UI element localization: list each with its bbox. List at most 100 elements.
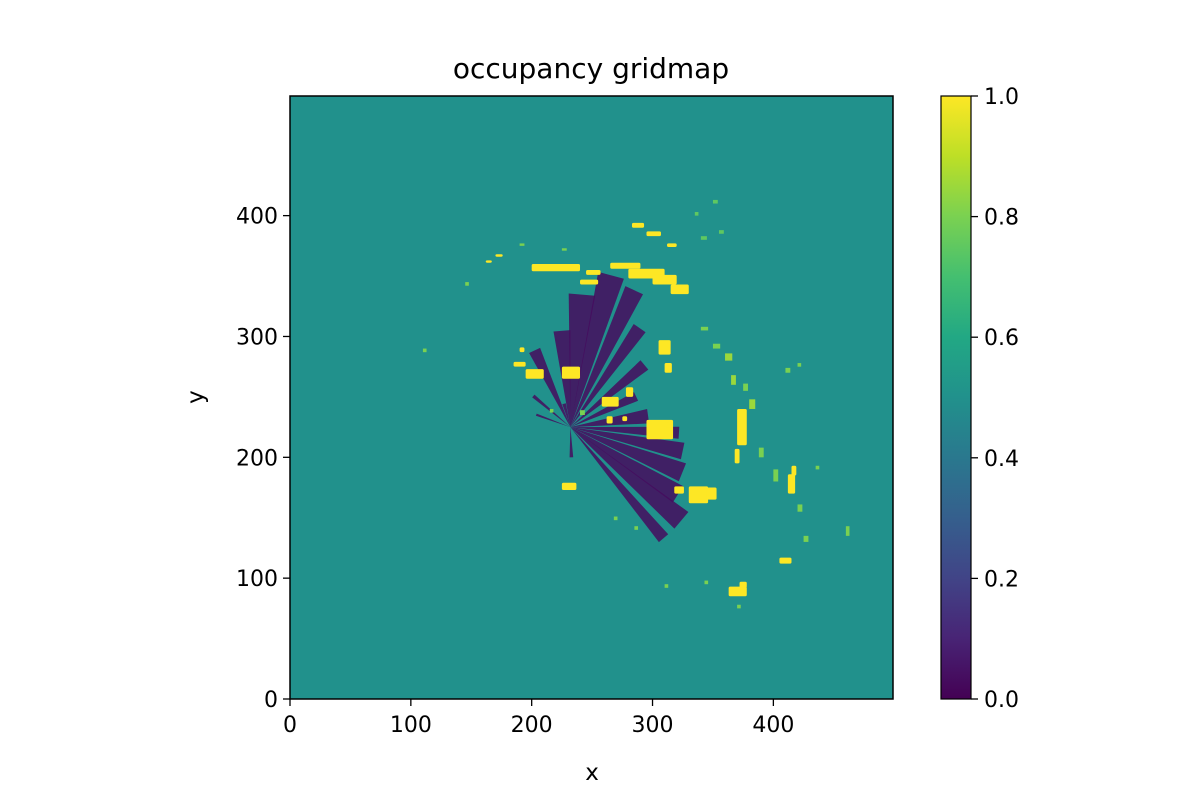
free-space-ray [570, 427, 689, 529]
partial-cell [845, 526, 850, 536]
partial-cell [634, 526, 639, 530]
y-tick-label: 300 [236, 325, 278, 350]
free-space-ray [570, 427, 669, 543]
partial-cell [694, 212, 699, 216]
occupied-cell [667, 243, 677, 248]
free-space-ray [570, 286, 643, 428]
x-axis-label: x [585, 760, 599, 786]
chart-title: occupancy gridmap [453, 52, 729, 85]
partial-cell [580, 410, 585, 416]
y-tick-label: 200 [236, 446, 278, 471]
partial-cell [725, 353, 733, 361]
x-tick-label: 300 [632, 713, 674, 738]
occupied-cell [601, 396, 619, 407]
occupied-cell [706, 487, 717, 500]
occupied-cell [652, 274, 677, 285]
partial-cell [758, 447, 764, 458]
partial-cell [712, 199, 718, 204]
partial-cell [803, 535, 809, 542]
partial-cell [700, 236, 707, 240]
occupied-cell [513, 361, 526, 367]
free-space-ray [570, 271, 624, 428]
occupied-cell [737, 408, 747, 446]
free-space-ray [570, 392, 639, 428]
partial-cell [613, 516, 618, 521]
occupied-cell [728, 586, 747, 597]
occupied-cell [580, 279, 599, 285]
occupied-cell [646, 231, 661, 237]
partial-cell [519, 243, 525, 246]
colorbar-tick-label: 0.8 [984, 206, 1019, 231]
occupied-cell [664, 422, 671, 428]
colorbar-tick-label: 0.4 [984, 447, 1019, 472]
occupied-cell [688, 486, 709, 504]
occupied-cell [658, 340, 671, 355]
free-space-ray [553, 330, 571, 428]
partial-cell [773, 469, 779, 482]
occupied-cell [791, 465, 797, 476]
x-tick-label: 100 [390, 713, 432, 738]
free-space-ray [562, 403, 571, 428]
occupied-cell [495, 254, 503, 257]
y-tick-label: 0 [264, 688, 278, 713]
y-axis-ticks: 0 100 200 300 400 [236, 205, 290, 713]
occupied-cell [586, 270, 601, 275]
colorbar [940, 95, 972, 700]
free-space-ray [535, 413, 571, 428]
y-axis-label: y [183, 390, 209, 404]
partial-cell [815, 465, 820, 470]
free-space-ray [569, 427, 574, 458]
colorbar-tick-label: 0.2 [984, 567, 1019, 592]
y-tick-label: 100 [236, 567, 278, 592]
partial-cell [712, 343, 721, 349]
partial-cell [704, 580, 709, 585]
colorbar-tick-label: 0.6 [984, 326, 1019, 351]
partial-cell [465, 282, 469, 286]
occupied-cell [674, 486, 684, 494]
occupied-cell [485, 260, 492, 263]
occupied-cell [734, 448, 740, 464]
gridmap-cells [422, 199, 850, 609]
occupied-cell [670, 284, 689, 295]
free-space-ray [570, 427, 684, 503]
occupied-cell [525, 369, 544, 379]
occupied-cell [779, 557, 792, 564]
y-tick-label: 400 [236, 205, 278, 230]
colorbar-tick-label: 1.0 [984, 85, 1019, 110]
colorbar-ticks: 0.0 0.2 0.4 0.6 0.8 1.0 [971, 85, 1019, 713]
partial-cell [737, 604, 741, 609]
occupied-cell [787, 474, 796, 494]
occupied-cell [519, 347, 525, 353]
occupied-cell [622, 416, 628, 422]
partial-cell [797, 504, 803, 512]
partial-cell [549, 408, 554, 413]
occupied-cell [631, 222, 645, 228]
free-space-ray [570, 427, 686, 482]
x-tick-label: 400 [752, 713, 794, 738]
partial-cell [797, 363, 802, 367]
free-space-ray [529, 347, 571, 428]
partial-cell [422, 348, 427, 353]
colorbar-tick-label: 0.0 [984, 688, 1019, 713]
occupied-cell [739, 581, 747, 588]
occupied-cell [561, 482, 577, 490]
plot-frame [289, 95, 894, 700]
partial-cell [785, 367, 791, 373]
occupied-cell [606, 416, 613, 424]
x-tick-label: 200 [511, 713, 553, 738]
occupied-cell [625, 387, 634, 397]
partial-cell [749, 399, 756, 409]
partial-cell [700, 326, 709, 331]
x-tick-label: 0 [283, 713, 297, 738]
x-axis-ticks: 0 100 200 300 400 [283, 699, 794, 738]
free-space-ray [570, 360, 649, 428]
partial-cell [718, 230, 724, 234]
partial-cell [743, 383, 748, 391]
partial-cell [664, 584, 669, 588]
occupied-cell [561, 366, 581, 379]
occupied-cell [610, 262, 641, 269]
free-space-ray [570, 324, 646, 428]
partial-cell [731, 375, 736, 385]
occupied-cell [664, 363, 672, 373]
